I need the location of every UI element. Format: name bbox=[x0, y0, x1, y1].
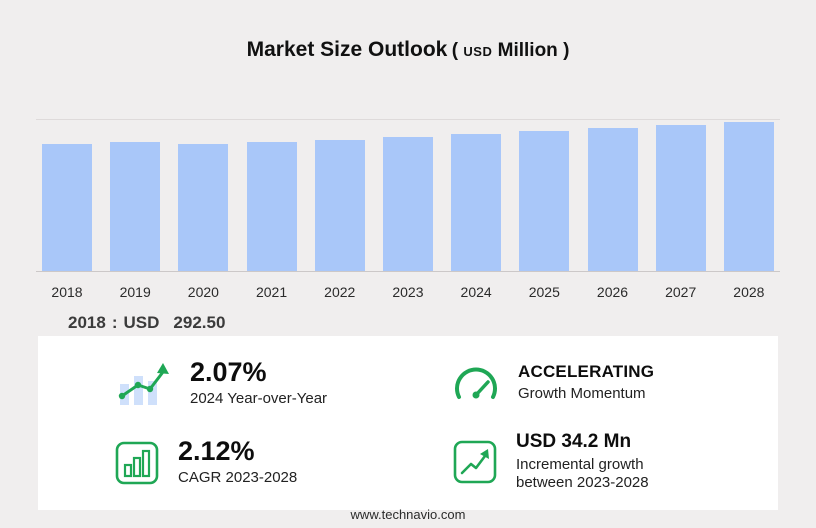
plot-area bbox=[36, 84, 780, 272]
stat-yoy: 2.07% 2024 Year-over-Year bbox=[38, 356, 408, 409]
callout-year: 2018 bbox=[68, 313, 106, 332]
bar-series bbox=[42, 84, 774, 271]
x-tick-label-2021: 2021 bbox=[255, 284, 288, 300]
x-tick-label-2025: 2025 bbox=[528, 284, 560, 300]
momentum-label: Growth Momentum bbox=[518, 384, 646, 402]
stat-momentum: ACCELERATING Growth Momentum bbox=[408, 363, 778, 403]
x-axis-line bbox=[36, 271, 780, 272]
x-tick-label-2022: 2022 bbox=[324, 284, 356, 300]
x-tick-label-2020: 2020 bbox=[187, 284, 219, 300]
unit-open-paren: ( bbox=[451, 40, 459, 61]
incremental-value: USD 34.2 Mn bbox=[516, 430, 632, 452]
unit-close-paren: ) bbox=[563, 40, 570, 61]
unit-currency: USD bbox=[463, 44, 493, 59]
bar-2022 bbox=[314, 140, 365, 271]
bar-2025 bbox=[519, 131, 570, 271]
speedometer-icon bbox=[452, 364, 500, 404]
incremental-label-line2: between 2023-2028 bbox=[516, 474, 649, 492]
chart-title-unit: ( USD Million ) bbox=[452, 40, 570, 61]
base-year-callout: 2018: USD 292.50 bbox=[68, 313, 225, 333]
x-tick-label-2027: 2027 bbox=[665, 284, 697, 300]
bar-2027 bbox=[655, 125, 706, 271]
callout-currency: USD bbox=[123, 313, 160, 332]
stat-incremental: USD 34.2 Mn Incremental growth between 2… bbox=[408, 430, 778, 493]
bar-2020 bbox=[178, 144, 229, 271]
footer-url: www.technavio.com bbox=[350, 507, 466, 522]
bar-2021 bbox=[246, 142, 297, 271]
chart-title-main: Market Size Outlook bbox=[246, 38, 448, 61]
bar-chart: 2018 2019 2020 2021 2022 2023 2024 2025 2026 2027… bbox=[36, 84, 780, 300]
callout-value: 292.50 bbox=[173, 313, 226, 332]
chart-title: Market Size Outlook ( USD Million ) bbox=[0, 38, 816, 62]
cagr-value: 2.12% bbox=[178, 435, 255, 466]
yoy-label: 2024 Year-over-Year bbox=[190, 390, 328, 408]
x-tick-label-2028: 2028 bbox=[733, 284, 765, 300]
cagr-label: CAGR 2023-2028 bbox=[178, 469, 298, 487]
x-axis-labels: 2018 2019 2020 2021 2022 2023 2024 2025 2026 2027… bbox=[36, 284, 780, 300]
x-tick-label-2019: 2019 bbox=[119, 284, 151, 300]
incremental-growth-icon bbox=[452, 439, 498, 485]
x-tick-label-2024: 2024 bbox=[460, 284, 492, 300]
bar-2018 bbox=[42, 144, 92, 271]
incremental-label-line1: Incremental growth bbox=[516, 455, 644, 473]
momentum-value: ACCELERATING bbox=[518, 362, 655, 382]
bar-2019 bbox=[110, 142, 161, 271]
bar-2026 bbox=[587, 128, 638, 271]
stat-cagr: 2.12% CAGR 2023-2028 bbox=[38, 435, 408, 488]
unit-word: Million bbox=[497, 40, 558, 61]
x-tick-label-2023: 2023 bbox=[392, 284, 424, 300]
callout-colon: : bbox=[111, 313, 118, 332]
x-tick-label-2018: 2018 bbox=[51, 284, 83, 300]
gridline bbox=[36, 119, 780, 120]
bar-2028 bbox=[723, 122, 774, 271]
stats-panel: 2.07% 2024 Year-over-Year ACCELERATING G… bbox=[38, 336, 778, 510]
x-tick-label-2026: 2026 bbox=[596, 284, 629, 300]
yoy-growth-icon bbox=[114, 360, 172, 408]
cagr-bars-icon bbox=[114, 440, 160, 486]
bar-2023 bbox=[382, 137, 433, 271]
bar-2024 bbox=[451, 134, 502, 271]
yoy-value: 2.07% bbox=[190, 356, 267, 387]
